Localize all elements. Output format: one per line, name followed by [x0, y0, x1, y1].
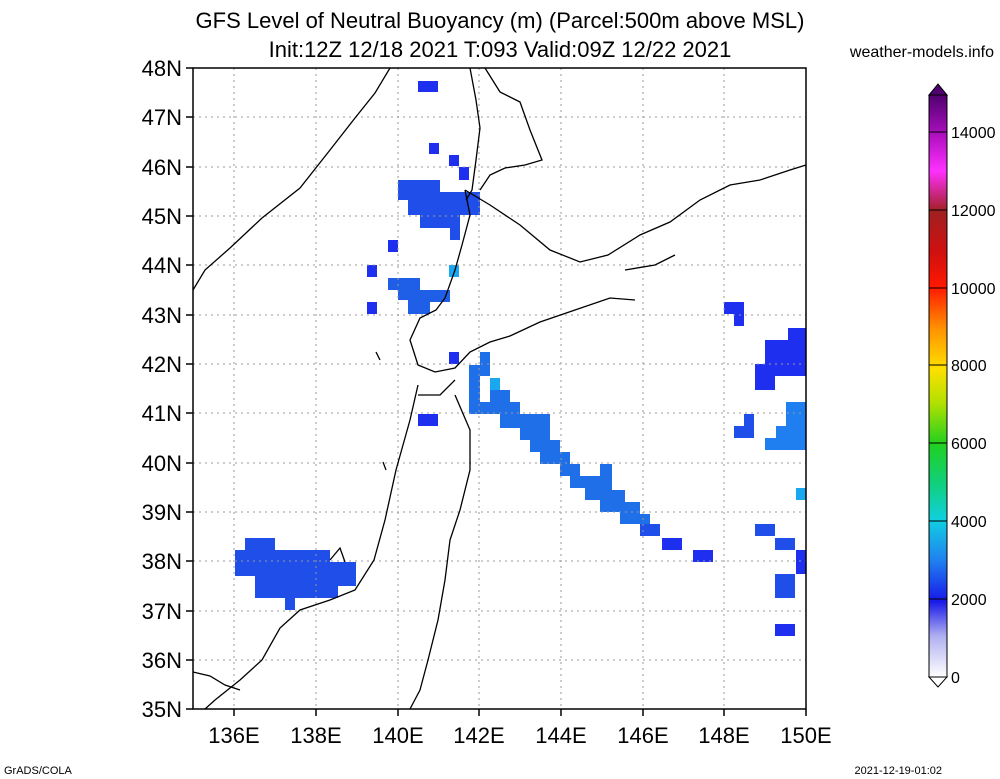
- data-cell: [490, 378, 500, 390]
- lat-label: 37N: [142, 599, 182, 624]
- lat-label: 45N: [142, 204, 182, 229]
- lat-label: 36N: [142, 648, 182, 673]
- lat-label: 42N: [142, 352, 182, 377]
- colorbar-label: 14000: [951, 125, 996, 142]
- buoyancy-field: [235, 81, 806, 636]
- lon-label: 140E: [372, 723, 423, 748]
- data-cell: [449, 352, 459, 364]
- colorbar-max-arrow: [927, 83, 949, 96]
- lat-label: 48N: [142, 56, 182, 81]
- data-cell: [418, 81, 438, 92]
- colorbar-label: 12000: [951, 203, 996, 220]
- colorbar-scale: [928, 94, 948, 678]
- lon-label: 136E: [208, 723, 259, 748]
- data-cell: [765, 402, 806, 450]
- data-cell: [775, 624, 795, 636]
- data-cell: [398, 180, 480, 240]
- colorbar-label: 8000: [951, 358, 987, 375]
- colorbar-label: 4000: [951, 514, 987, 531]
- data-cell: [469, 352, 650, 524]
- map-title: GFS Level of Neutral Buoyancy (m) (Parce…: [195, 8, 805, 33]
- data-cell: [418, 414, 438, 426]
- data-cell: [459, 167, 469, 180]
- lat-label: 47N: [142, 105, 182, 130]
- lat-label: 46N: [142, 155, 182, 180]
- data-cell: [449, 155, 459, 166]
- data-cell: [429, 143, 439, 154]
- data-cell: [796, 488, 806, 500]
- data-cell: [367, 302, 377, 314]
- data-cell: [640, 524, 660, 536]
- colorbar-min-arrow: [927, 676, 949, 688]
- render-timestamp: 2021-12-19-01:02: [854, 765, 942, 777]
- lat-label: 44N: [142, 253, 182, 278]
- colorbar-label: 10000: [951, 281, 996, 298]
- lat-label: 35N: [142, 697, 182, 722]
- colorbar-label: 0: [951, 670, 960, 687]
- data-cell: [734, 314, 744, 326]
- data-cell: [693, 550, 713, 562]
- lat-label: 41N: [142, 401, 182, 426]
- data-cell: [367, 265, 377, 277]
- lon-label: 146E: [617, 723, 668, 748]
- lat-label: 40N: [142, 451, 182, 476]
- source-credit: weather-models.info: [849, 44, 994, 61]
- data-cell: [235, 538, 356, 610]
- lon-label: 144E: [535, 723, 586, 748]
- colorbar-label: 2000: [951, 592, 987, 609]
- data-cell: [775, 574, 795, 598]
- data-cell: [388, 240, 398, 252]
- colorbar: 14000 12000 10000 8000 6000 4000 2000 0: [927, 83, 996, 688]
- data-cell: [734, 426, 754, 438]
- map-frame: [192, 67, 807, 710]
- lat-label: 39N: [142, 500, 182, 525]
- lat-label: 43N: [142, 303, 182, 328]
- data-cell: [755, 328, 806, 390]
- data-cell: [796, 550, 806, 574]
- data-gap: [480, 376, 490, 402]
- lon-label: 138E: [290, 723, 341, 748]
- data-cell: [724, 302, 744, 314]
- colorbar-label: 6000: [951, 436, 987, 453]
- software-credit: GrADS/COLA: [4, 765, 72, 777]
- coastlines: [192, 67, 807, 710]
- data-cell: [755, 524, 775, 536]
- data-cell: [744, 414, 754, 426]
- lon-label: 142E: [453, 723, 504, 748]
- data-cell: [775, 538, 795, 550]
- data-cell: [388, 278, 450, 314]
- data-cell: [662, 538, 682, 550]
- longitude-labels: 136E 138E 140E 142E 144E 146E 148E 150E: [208, 723, 831, 748]
- map-subtitle: Init:12Z 12/18 2021 T:093 Valid:09Z 12/2…: [268, 37, 732, 62]
- latitude-labels: 48N 47N 46N 45N 44N 43N 42N 41N 40N 39N …: [142, 56, 182, 722]
- lat-label: 38N: [142, 549, 182, 574]
- lon-label: 150E: [780, 723, 831, 748]
- graticule: [193, 68, 806, 709]
- lon-label: 148E: [698, 723, 749, 748]
